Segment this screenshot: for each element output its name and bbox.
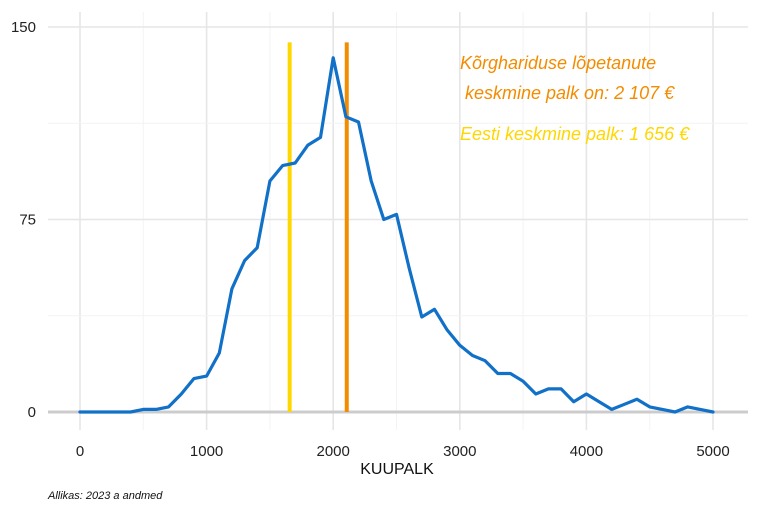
x-tick-label: 1000 [190,443,223,460]
y-tick-label: 150 [11,19,36,36]
annotation-text: Kõrghariduse lõpetanute [460,53,656,73]
x-tick-label: 2000 [317,443,350,460]
annotation-text: keskmine palk on: 2 107 € [460,83,675,103]
y-tick-label: 75 [19,212,36,229]
source-note: Allikas: 2023 a andmed [47,490,163,502]
x-tick-label: 3000 [443,443,476,460]
y-tick-labels: 0 75 150 [11,19,36,421]
x-tick-label: 0 [76,443,84,460]
annotations: Kõrghariduse lõpetanute keskmine palk on… [460,53,690,144]
reference-lines [287,42,349,412]
x-tick-label: 4000 [570,443,603,460]
x-tick-label: 5000 [696,443,729,460]
annotation-text: Eesti keskmine palk: 1 656 € [460,124,690,144]
series-line-salary-distribution [78,56,715,414]
x-axis-label: KUUPALK [360,461,434,478]
y-tick-label: 0 [28,404,36,421]
x-tick-labels: 0 1000 2000 3000 4000 5000 [76,443,730,460]
